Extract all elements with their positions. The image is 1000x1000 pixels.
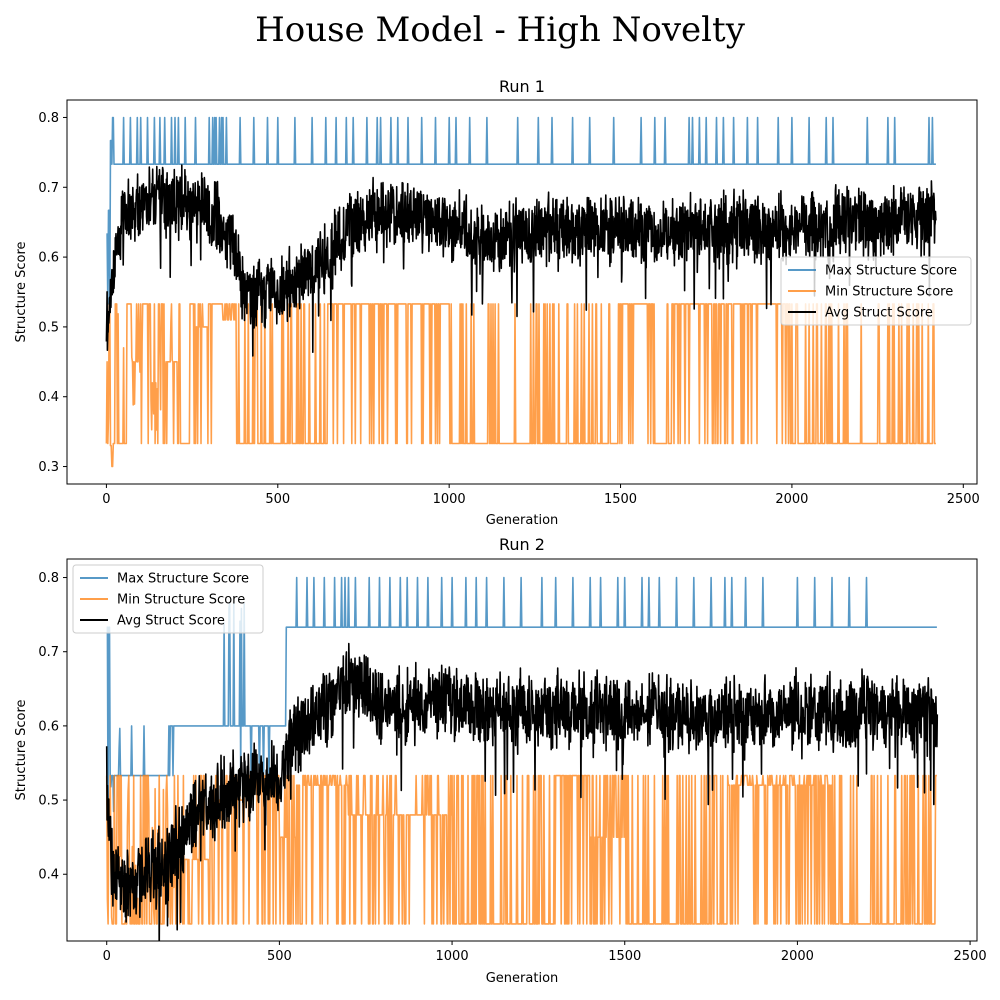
legend-label: Max Structure Score xyxy=(825,264,957,279)
subplot-title: Run 1 xyxy=(499,77,545,96)
series-line-avg-struct-score xyxy=(105,642,939,941)
x-tick-label: 1500 xyxy=(608,949,641,964)
y-tick-label: 0.5 xyxy=(38,320,59,335)
series-line-max-structure-score xyxy=(106,576,937,834)
x-axis-label: Generation xyxy=(486,971,559,986)
x-tick-label: 2500 xyxy=(947,492,980,507)
y-tick-label: 0.7 xyxy=(38,645,59,660)
x-tick-label: 2500 xyxy=(954,949,987,964)
y-tick-label: 0.4 xyxy=(38,868,59,883)
legend: Max Structure Score Min Structure Score Av… xyxy=(72,564,264,634)
series-line-min-structure-score xyxy=(105,303,936,468)
x-tick-label: 2000 xyxy=(781,949,814,964)
y-tick-label: 0.3 xyxy=(38,460,59,475)
series-line-max-structure-score xyxy=(106,116,936,305)
legend-box xyxy=(780,256,972,326)
plot-area-2 xyxy=(105,576,939,941)
y-tick-label: 0.6 xyxy=(38,719,59,734)
legend-box xyxy=(72,564,264,634)
x-axis-label: Generation xyxy=(486,513,559,528)
y-tick-label: 0.8 xyxy=(38,571,59,586)
legend-label: Max Structure Score xyxy=(117,572,249,587)
x-tick-label: 500 xyxy=(267,949,292,964)
y-tick-label: 0.8 xyxy=(38,111,59,126)
y-tick-label: 0.5 xyxy=(38,794,59,809)
axes-frame xyxy=(66,99,978,485)
subplot-1: 0 500 1000 1500 2000 2500 0.3 0.4 0.5 0.6 0.7 0.8 Ru… xyxy=(14,77,980,528)
legend: Max Structure Score Min Structure Score Av… xyxy=(780,256,972,326)
y-tick-label: 0.4 xyxy=(38,390,59,405)
x-tick-label: 1500 xyxy=(604,492,637,507)
series-line-avg-struct-score xyxy=(105,164,937,357)
figure-title: House Model - High Novelty xyxy=(255,10,745,50)
x-tick-label: 1000 xyxy=(433,492,466,507)
y-tick-label: 0.6 xyxy=(38,251,59,266)
y-axis-label: Structure Score xyxy=(14,699,29,800)
x-tick-label: 1000 xyxy=(436,949,469,964)
legend-label: Avg Struct Score xyxy=(117,614,225,629)
y-axis-label: Structure Score xyxy=(14,241,29,342)
legend-label: Min Structure Score xyxy=(117,593,245,608)
plot-area-1 xyxy=(105,116,937,468)
subplot-2: 0 500 1000 1500 2000 2500 0.4 0.5 0.6 0.7 0.8 Run 2… xyxy=(14,535,987,986)
axes-frame xyxy=(66,558,978,942)
subplot-title: Run 2 xyxy=(499,535,545,554)
y-tick-label: 0.7 xyxy=(38,181,59,196)
x-tick-label: 0 xyxy=(102,492,110,507)
legend-label: Min Structure Score xyxy=(825,285,953,300)
x-tick-label: 500 xyxy=(265,492,290,507)
x-tick-label: 0 xyxy=(103,949,111,964)
x-tick-label: 2000 xyxy=(775,492,808,507)
legend-label: Avg Struct Score xyxy=(825,306,933,321)
